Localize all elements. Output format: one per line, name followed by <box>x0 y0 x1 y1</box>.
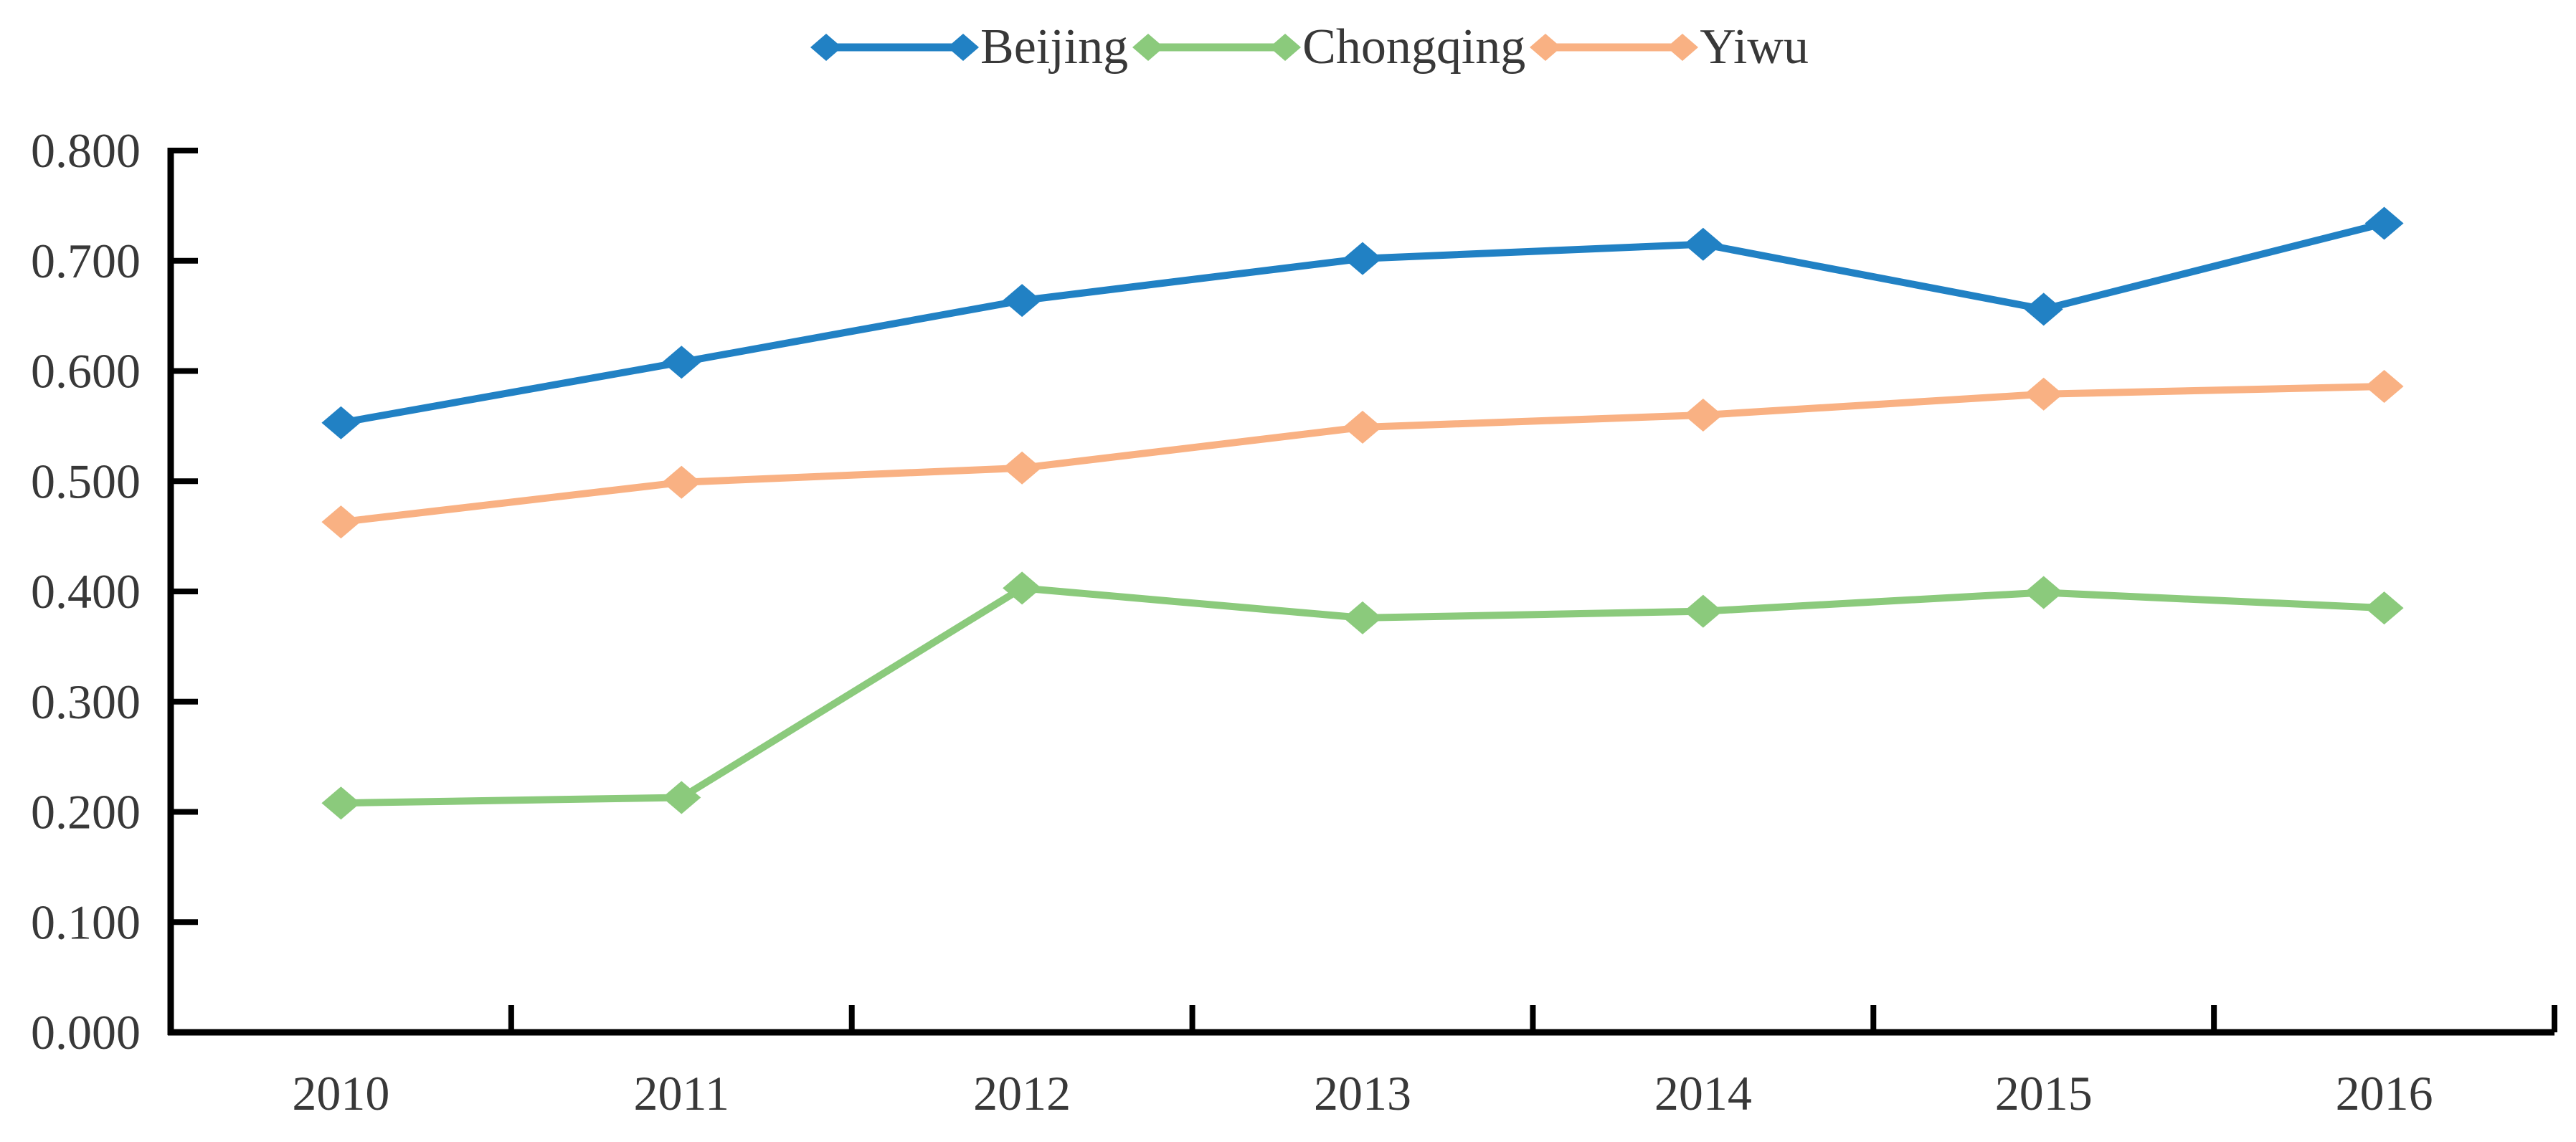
legend-label-yiwu: Yiwu <box>1700 19 1809 75</box>
y-tick-label: 0.000 <box>31 1005 141 1060</box>
y-tick-label: 0.800 <box>31 123 141 178</box>
marker-beijing-2013 <box>1343 242 1382 275</box>
marker-chongqing-2012 <box>1003 571 1042 605</box>
marker-beijing-2016 <box>2364 206 2404 240</box>
marker-yiwu-2010 <box>321 505 361 539</box>
marker-yiwu-2014 <box>1683 399 1723 432</box>
marker-beijing-2015 <box>2024 292 2063 326</box>
y-tick-label: 0.400 <box>31 564 141 619</box>
y-tick-label: 0.700 <box>31 234 141 288</box>
y-tick-label: 0.200 <box>31 785 141 839</box>
marker-yiwu-2015 <box>2024 377 2063 411</box>
marker-chongqing-2015 <box>2024 576 2063 609</box>
legend-label-chongqing: Chongqing <box>1302 19 1526 75</box>
legend-item-chongqing: Chongqing <box>1132 19 1525 76</box>
series-line-yiwu <box>340 383 2385 526</box>
marker-yiwu-2016 <box>2364 370 2404 404</box>
legend-item-yiwu: Yiwu <box>1530 19 1809 76</box>
marker-yiwu-2012 <box>1003 451 1042 485</box>
x-tick-label-2011: 2011 <box>634 1066 729 1120</box>
marker-chongqing-2011 <box>662 781 701 814</box>
legend-key-yiwu-icon <box>1530 34 1699 61</box>
y-tick-label: 0.500 <box>31 454 141 508</box>
x-tick-label-2013: 2013 <box>1314 1066 1411 1120</box>
y-tick-label: 0.100 <box>31 895 141 949</box>
y-tick-label: 0.300 <box>31 675 141 729</box>
marker-beijing-2010 <box>321 406 361 439</box>
marker-beijing-2012 <box>1003 284 1042 318</box>
chart-legend: Beijing Chongqing Yiwu <box>43 11 2576 83</box>
x-tick-label-2010: 2010 <box>292 1066 389 1120</box>
legend-label-beijing: Beijing <box>980 19 1129 75</box>
y-tick-label: 0.600 <box>31 344 141 399</box>
marker-chongqing-2014 <box>1683 594 1723 628</box>
marker-beijing-2014 <box>1683 227 1723 261</box>
x-tick-label-2016: 2016 <box>2336 1066 2433 1120</box>
x-tick-label-2014: 2014 <box>1654 1066 1752 1120</box>
marker-chongqing-2013 <box>1343 601 1382 634</box>
marker-chongqing-2010 <box>321 786 361 820</box>
legend-item-beijing: Beijing <box>810 19 1128 76</box>
legend-key-chongqing-icon <box>1132 34 1302 61</box>
marker-yiwu-2013 <box>1343 410 1382 444</box>
x-tick-label-2012: 2012 <box>973 1066 1071 1120</box>
marker-yiwu-2011 <box>662 465 701 499</box>
legend-key-beijing-icon <box>810 34 980 61</box>
marker-beijing-2011 <box>662 346 701 379</box>
x-tick-label-2015: 2015 <box>1995 1066 2093 1120</box>
marker-chongqing-2016 <box>2364 591 2404 625</box>
